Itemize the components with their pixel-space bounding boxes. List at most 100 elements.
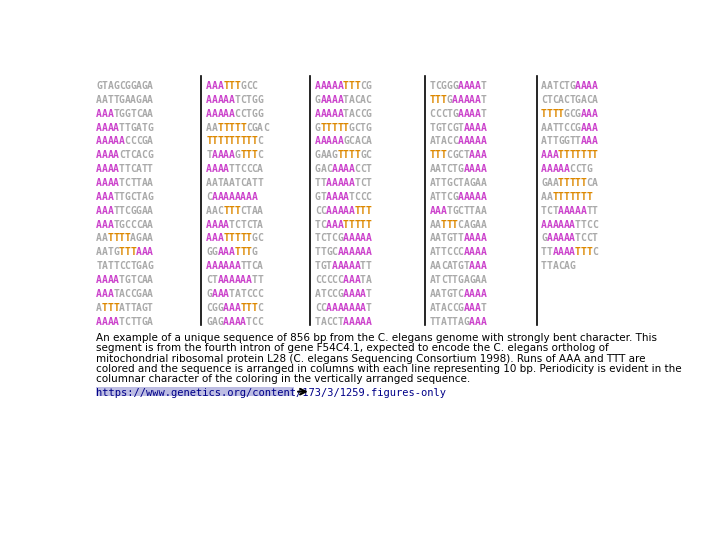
Text: A: A bbox=[217, 289, 223, 299]
Text: A: A bbox=[338, 137, 343, 146]
Text: T: T bbox=[558, 123, 564, 132]
Text: T: T bbox=[429, 316, 436, 327]
Text: G: G bbox=[136, 95, 142, 105]
Text: A: A bbox=[147, 95, 153, 105]
Text: G: G bbox=[251, 109, 257, 119]
Text: G: G bbox=[147, 123, 153, 132]
Text: A: A bbox=[102, 95, 108, 105]
Text: A: A bbox=[206, 123, 212, 132]
Text: A: A bbox=[326, 206, 332, 215]
Text: A: A bbox=[102, 123, 108, 132]
Text: A: A bbox=[147, 316, 153, 327]
Text: G: G bbox=[541, 178, 547, 188]
Text: C: C bbox=[141, 150, 148, 160]
Text: G: G bbox=[575, 95, 581, 105]
Text: A: A bbox=[575, 81, 581, 91]
Text: T: T bbox=[343, 81, 349, 91]
Text: T: T bbox=[130, 275, 136, 285]
Text: A: A bbox=[141, 109, 148, 119]
Text: T: T bbox=[366, 178, 372, 188]
Text: G: G bbox=[435, 123, 441, 132]
Text: G: G bbox=[315, 95, 320, 105]
Text: C: C bbox=[206, 303, 212, 313]
Text: A: A bbox=[480, 137, 486, 146]
Text: A: A bbox=[223, 109, 229, 119]
Text: G: G bbox=[130, 206, 136, 215]
Text: T: T bbox=[558, 192, 564, 202]
Text: C: C bbox=[541, 95, 547, 105]
Text: A: A bbox=[354, 233, 360, 244]
Text: G: G bbox=[257, 95, 263, 105]
Text: T: T bbox=[586, 192, 592, 202]
Text: A: A bbox=[147, 178, 153, 188]
Text: A: A bbox=[469, 137, 475, 146]
Text: T: T bbox=[102, 81, 108, 91]
Text: A: A bbox=[474, 81, 480, 91]
Text: A: A bbox=[469, 81, 475, 91]
Text: T: T bbox=[552, 192, 558, 202]
Text: T: T bbox=[592, 150, 598, 160]
Text: A: A bbox=[366, 316, 372, 327]
Text: A: A bbox=[320, 95, 326, 105]
Text: A: A bbox=[429, 233, 436, 244]
Text: T: T bbox=[366, 164, 372, 174]
Text: G: G bbox=[366, 81, 372, 91]
Text: T: T bbox=[235, 164, 240, 174]
Text: C: C bbox=[125, 206, 130, 215]
Text: T: T bbox=[575, 192, 581, 202]
Text: A: A bbox=[326, 137, 332, 146]
Text: T: T bbox=[251, 137, 257, 146]
Text: T: T bbox=[592, 206, 598, 215]
Text: C: C bbox=[251, 289, 257, 299]
Text: C: C bbox=[130, 192, 136, 202]
Text: T: T bbox=[429, 95, 436, 105]
Text: A: A bbox=[223, 192, 229, 202]
Text: A: A bbox=[332, 261, 338, 271]
Text: A: A bbox=[338, 178, 343, 188]
Text: A: A bbox=[441, 206, 446, 215]
Text: A: A bbox=[429, 220, 436, 229]
Text: A: A bbox=[435, 261, 441, 271]
Text: G: G bbox=[136, 289, 142, 299]
Text: A: A bbox=[141, 289, 148, 299]
Text: T: T bbox=[343, 220, 349, 229]
Text: A: A bbox=[147, 275, 153, 285]
Text: G: G bbox=[320, 261, 326, 271]
Text: C: C bbox=[441, 275, 446, 285]
Text: T: T bbox=[541, 261, 547, 271]
Text: A: A bbox=[366, 137, 372, 146]
Text: C: C bbox=[441, 109, 446, 119]
Text: T: T bbox=[480, 109, 486, 119]
Text: A: A bbox=[102, 192, 108, 202]
Text: A: A bbox=[136, 164, 142, 174]
Text: A: A bbox=[107, 192, 113, 202]
Text: A: A bbox=[229, 178, 235, 188]
Text: C: C bbox=[206, 192, 212, 202]
Text: T: T bbox=[246, 316, 252, 327]
Text: A: A bbox=[130, 233, 136, 244]
Text: A: A bbox=[206, 164, 212, 174]
Text: T: T bbox=[575, 233, 581, 244]
Text: G: G bbox=[212, 303, 217, 313]
Text: T: T bbox=[223, 137, 229, 146]
Text: C: C bbox=[354, 95, 360, 105]
Text: T: T bbox=[235, 123, 240, 132]
Text: A: A bbox=[246, 275, 252, 285]
Text: G: G bbox=[458, 261, 464, 271]
Text: A: A bbox=[360, 289, 366, 299]
Text: C: C bbox=[240, 95, 246, 105]
Text: T: T bbox=[229, 206, 235, 215]
Text: C: C bbox=[575, 164, 581, 174]
Text: A: A bbox=[552, 150, 558, 160]
Text: A: A bbox=[229, 192, 235, 202]
Text: C: C bbox=[332, 233, 338, 244]
Text: A: A bbox=[474, 261, 480, 271]
Text: G: G bbox=[366, 123, 372, 132]
Text: A: A bbox=[212, 233, 217, 244]
Text: T: T bbox=[441, 289, 446, 299]
Text: T: T bbox=[558, 178, 564, 188]
Text: A: A bbox=[235, 316, 240, 327]
Text: C: C bbox=[446, 150, 452, 160]
Text: T: T bbox=[452, 220, 458, 229]
Text: A: A bbox=[96, 233, 102, 244]
